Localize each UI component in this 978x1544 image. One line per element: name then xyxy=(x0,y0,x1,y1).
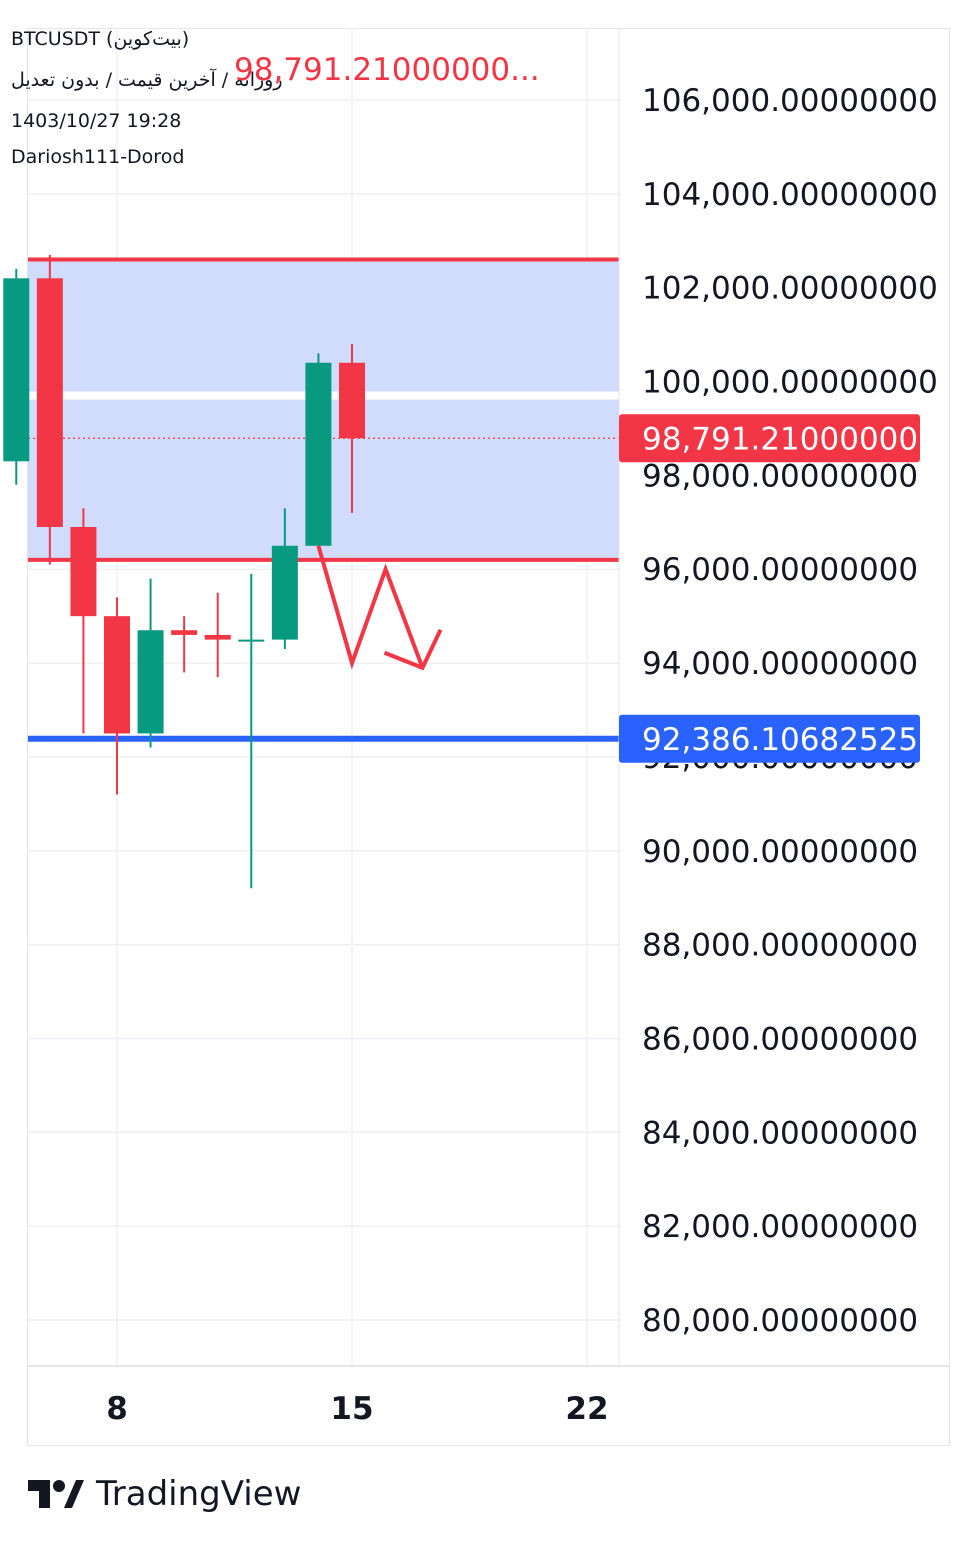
chart-datetime: 1403/10/27 19:28 xyxy=(11,110,182,132)
candle-body xyxy=(339,362,365,439)
last-price-tag: 98,791.21000000 xyxy=(642,421,918,457)
symbol-title: BTCUSDT (بیت‌کوین) xyxy=(11,28,190,50)
projection-arrowhead xyxy=(383,628,443,671)
y-tick-label: 96,000.00000000 xyxy=(642,552,918,588)
y-tick-label: 98,000.00000000 xyxy=(642,458,918,494)
tradingview-logo[interactable]: TradingView xyxy=(28,1474,301,1514)
support-price-tag-bg xyxy=(619,714,920,763)
y-tick-label: 82,000.00000000 xyxy=(642,1209,918,1245)
y-tick-label: 102,000.00000000 xyxy=(642,271,938,307)
x-tick-label: 8 xyxy=(106,1391,128,1427)
y-tick-label: 90,000.00000000 xyxy=(642,834,918,870)
candle-body xyxy=(3,278,30,462)
y-tick-label: 86,000.00000000 xyxy=(642,1021,918,1057)
candle-body xyxy=(137,630,164,734)
projection-arrow xyxy=(316,545,425,670)
tradingview-wordmark: TradingView xyxy=(96,1474,302,1514)
candle-body xyxy=(36,278,63,527)
y-tick-label: 84,000.00000000 xyxy=(642,1115,918,1151)
candle-body xyxy=(305,362,332,546)
y-tick-label: 104,000.00000000 xyxy=(642,177,938,213)
support-price-tag: 92,386.10682525 xyxy=(642,722,918,758)
chart-author: Dariosh111-Dorod xyxy=(11,146,185,168)
candle-body xyxy=(104,616,130,734)
y-tick-label: 100,000.00000000 xyxy=(642,365,938,401)
candle-body xyxy=(171,630,198,635)
chart-frame xyxy=(27,28,950,1446)
tradingview-icon xyxy=(28,1480,84,1508)
x-tick-label: 15 xyxy=(330,1391,373,1427)
candle-body xyxy=(204,634,231,640)
y-tick-label: 80,000.00000000 xyxy=(642,1303,918,1339)
candle-body xyxy=(271,545,298,640)
candle-body xyxy=(70,527,97,617)
candle-body xyxy=(238,639,265,642)
x-tick-label: 22 xyxy=(565,1391,608,1427)
last-price-tag-bg xyxy=(619,414,920,463)
chart-subtitle: روزانه / آخرین قیمت / بدون تعدیل xyxy=(11,69,283,91)
y-tick-label: 94,000.00000000 xyxy=(642,646,918,682)
y-tick-label: 88,000.00000000 xyxy=(642,928,918,964)
header-last-price: 98,791.21000000... xyxy=(234,52,540,88)
y-tick-label: 106,000.00000000 xyxy=(642,83,938,119)
